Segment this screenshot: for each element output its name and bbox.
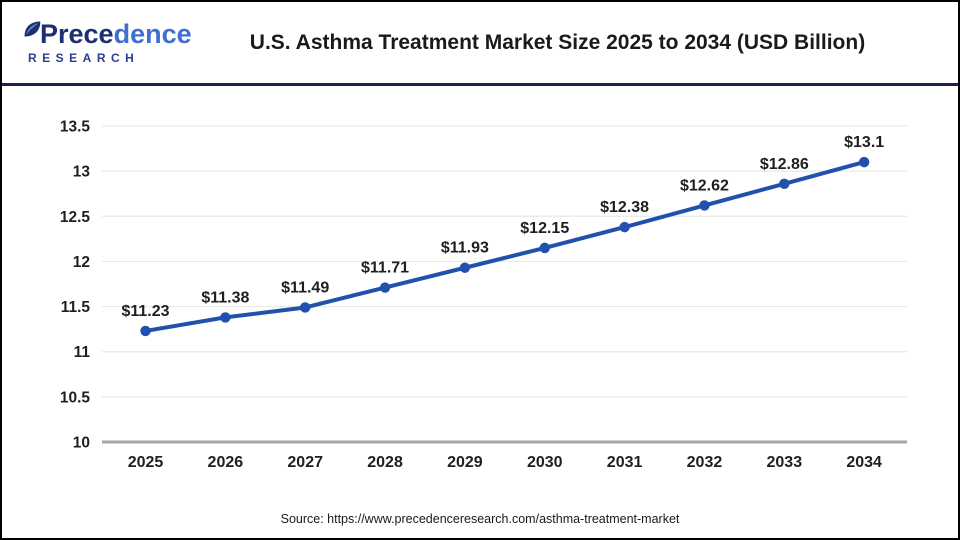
- y-axis-tick-label: 12.5: [60, 209, 91, 226]
- chart-title: U.S. Asthma Treatment Market Size 2025 t…: [249, 30, 866, 54]
- x-axis-label: 2030: [527, 454, 563, 471]
- y-axis-tick-label: 13.5: [60, 119, 91, 136]
- x-axis-label: 2027: [287, 454, 323, 471]
- data-point-label: $13.1: [844, 134, 884, 151]
- x-axis-label: 2029: [447, 454, 483, 471]
- data-point: [539, 242, 550, 254]
- y-axis-tick-label: 12: [73, 254, 90, 271]
- data-point-label: $11.23: [121, 303, 169, 320]
- x-axis-label: 2028: [367, 454, 403, 471]
- logo-text: Precedence: [40, 21, 192, 48]
- logo-subtitle: RESEARCH: [28, 51, 140, 65]
- data-point-label: $11.49: [281, 279, 329, 296]
- series-line: [143, 160, 867, 333]
- data-point: [220, 312, 231, 323]
- y-axis-tick-label: 13: [73, 164, 91, 181]
- data-point: [300, 302, 311, 313]
- data-point: [779, 178, 790, 189]
- x-axis-label: 2031: [607, 454, 643, 471]
- data-point: [858, 156, 870, 168]
- x-axis-label: 2032: [687, 454, 723, 471]
- leaf-icon: [24, 21, 41, 37]
- x-axis-label: 2033: [767, 454, 803, 471]
- x-axis-label: 2026: [208, 454, 244, 471]
- data-point-label: $11.93: [441, 240, 489, 257]
- logo-text-part1: Prece: [40, 19, 114, 49]
- logo-wordmark: Precedence: [22, 21, 197, 48]
- data-point: [459, 262, 471, 273]
- data-point-label: $12.62: [680, 177, 729, 194]
- y-axis-tick-label: 11.5: [61, 299, 91, 316]
- line-chart: 10 10.5 11 11.5 12 12.5 13 13.5 $11.23 2025 $11.38…: [60, 119, 907, 471]
- data-point: [140, 325, 151, 337]
- x-axis-label: 2025: [128, 454, 164, 471]
- data-point-label: $12.38: [600, 199, 649, 216]
- header: Precedence RESEARCH U.S. Asthma Treatmen…: [2, 2, 958, 86]
- data-point-label: $11.38: [201, 289, 249, 306]
- source-note: Source: https://www.precedenceresearch.c…: [280, 512, 680, 526]
- data-point-label: $12.86: [760, 156, 809, 173]
- data-point: [379, 282, 391, 293]
- chart-area: 10 10.5 11 11.5 12 12.5 13 13.5 $11.23 2025 $11.38…: [2, 86, 958, 506]
- data-point-label: $11.71: [361, 260, 409, 277]
- y-axis-tick-label: 10.5: [60, 389, 91, 406]
- data-point-label: $12.15: [520, 220, 569, 237]
- y-axis-tick-label: 10: [73, 435, 90, 452]
- data-point: [699, 200, 710, 211]
- data-point: [619, 221, 630, 233]
- x-axis-label: 2034: [846, 454, 882, 471]
- y-axis-tick-label: 11: [74, 344, 91, 361]
- precedence-research-logo: Precedence RESEARCH: [2, 21, 197, 64]
- logo-text-part2: dence: [113, 19, 192, 49]
